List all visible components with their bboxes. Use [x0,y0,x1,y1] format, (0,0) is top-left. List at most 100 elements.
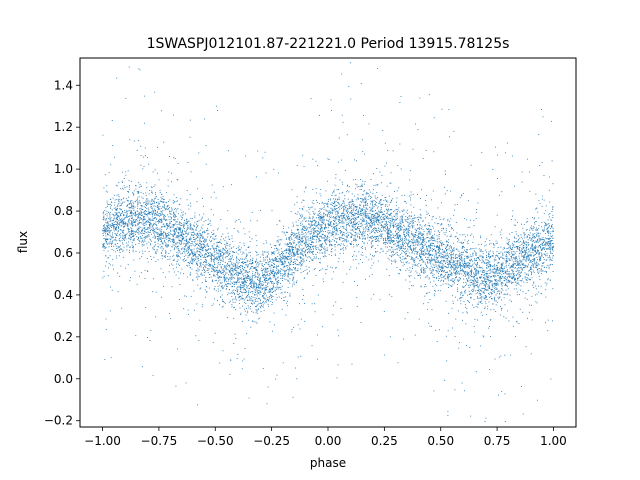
scatter-point [200,273,202,275]
scatter-point [463,260,465,262]
scatter-point [547,248,549,250]
scatter-point [387,257,389,259]
scatter-point [334,221,335,223]
scatter-point [191,252,193,254]
scatter-point [444,251,446,253]
scatter-point [293,263,294,265]
scatter-point [240,251,242,253]
scatter-point [499,290,501,292]
scatter-point [432,240,434,241]
scatter-point [341,231,343,233]
scatter-point [342,221,344,223]
scatter-point [394,249,396,251]
scatter-point [370,220,372,222]
scatter-point [411,225,413,227]
scatter-point [504,284,506,285]
scatter-point [155,192,157,194]
scatter-point [135,219,136,221]
scatter-point [354,239,356,241]
scatter-point [193,225,195,227]
scatter-point [290,243,292,245]
scatter-point [200,240,202,242]
scatter-point [439,238,440,240]
scatter-point [281,277,283,279]
scatter-point [235,257,237,259]
scatter-point [474,269,476,270]
scatter-point [432,274,434,276]
scatter-point [450,257,452,259]
scatter-point [509,252,511,254]
scatter-point [155,244,156,246]
scatter-point [491,283,493,285]
scatter-point [240,272,242,274]
scatter-point [256,322,258,324]
scatter-point [156,213,158,215]
scatter-point [163,231,164,233]
scatter-point [341,207,342,209]
scatter-point [202,247,204,249]
scatter-point [383,215,385,217]
scatter-point [284,256,286,257]
scatter-point [324,250,326,252]
scatter-point [165,243,167,245]
scatter-point [495,287,497,289]
scatter-point [268,290,270,292]
scatter-point [104,227,106,228]
scatter-point [513,288,515,290]
scatter-point [225,283,227,285]
scatter-point [153,246,155,248]
scatter-point [246,295,248,297]
scatter-point [123,232,124,234]
scatter-point [323,247,325,249]
scatter-point [374,232,376,234]
scatter-point [177,256,179,258]
scatter-point [143,227,145,229]
scatter-point [480,237,481,239]
scatter-point [470,271,472,273]
scatter-point [473,266,475,268]
scatter-point [110,219,111,221]
scatter-point [255,261,256,263]
scatter-point [380,199,382,201]
scatter-point [138,186,140,188]
scatter-point [231,296,233,297]
scatter-point [188,238,190,240]
scatter-point [462,295,464,297]
scatter-point [427,246,429,247]
scatter-point [197,278,199,280]
scatter-point [410,247,412,249]
scatter-point [145,202,147,204]
scatter-point [537,251,539,253]
scatter-point [414,217,416,219]
scatter-point [197,234,199,236]
scatter-point [403,264,405,265]
scatter-point [110,164,112,166]
scatter-point [147,221,149,223]
scatter-point [326,203,327,205]
scatter-point [171,172,173,174]
scatter-point [489,263,491,265]
scatter-point [389,246,391,248]
scatter-point [544,282,546,284]
scatter-point [183,233,185,235]
scatter-point [111,244,112,246]
scatter-point [503,268,505,270]
scatter-point [276,240,278,242]
scatter-point [492,268,494,270]
scatter-point [364,223,366,225]
scatter-point [425,276,426,278]
scatter-point [364,209,366,211]
scatter-point [267,275,269,277]
scatter-point [499,272,501,274]
scatter-point [146,187,148,189]
scatter-point [319,235,321,237]
scatter-point [220,260,222,262]
scatter-point [381,219,383,220]
scatter-point [151,190,153,192]
scatter-point [514,275,516,277]
scatter-point [514,263,516,265]
scatter-point [349,232,351,234]
scatter-point [306,256,308,258]
scatter-point [284,270,285,272]
scatter-point [171,208,173,210]
